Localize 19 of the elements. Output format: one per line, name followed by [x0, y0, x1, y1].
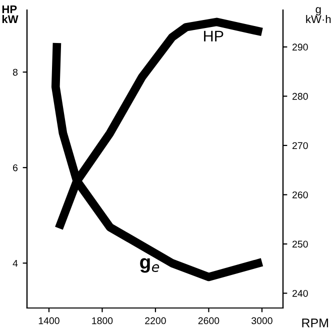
y-tick-label: 6: [13, 164, 18, 172]
x-tick-label: 1800: [92, 317, 113, 324]
x-tick-label: 2200: [145, 317, 166, 324]
y-tick-label: 4: [12, 260, 18, 267]
x-axis-title: RPM: [302, 318, 328, 328]
y-tick-label: 8: [12, 68, 18, 76]
y2-tick-label: 270: [292, 142, 308, 150]
y2-axis-title: g kW·h: [306, 7, 331, 24]
series-label: HP: [204, 30, 224, 42]
y2-tick-label: 290: [292, 44, 308, 51]
x-tick-label: 3000: [252, 317, 272, 324]
series-label: g$_{e}$: [140, 258, 160, 273]
y-axis-title: HP kW: [2, 5, 18, 24]
y2-tick-label: 280: [292, 92, 308, 100]
y2-tick-label: 240: [292, 290, 308, 297]
y2-tick-label: 250: [292, 240, 308, 248]
x-tick-label: 1400: [38, 317, 60, 324]
y2-tick-label: 260: [292, 191, 308, 198]
x-tick-label: 2600: [198, 317, 220, 324]
